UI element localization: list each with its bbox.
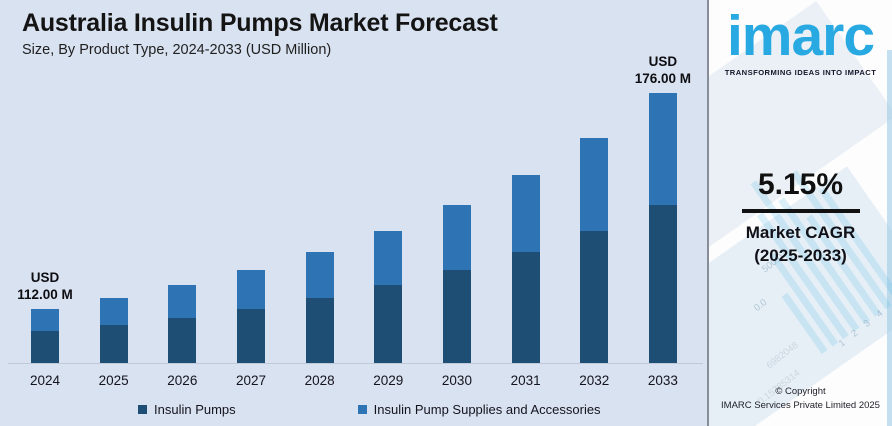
bar-2033: 2033 USD 176.00 M xyxy=(635,54,691,388)
segment-insulin-pumps-2026 xyxy=(168,318,197,363)
value-label-2033: USD 176.00 M xyxy=(634,53,692,87)
bar-2029: 2029 xyxy=(373,231,403,388)
legend-item-insulin-pumps: Insulin Pumps xyxy=(138,402,236,417)
segment-supplies-2029 xyxy=(374,231,403,285)
x-tick-2025: 2025 xyxy=(98,373,129,388)
x-tick-2026: 2026 xyxy=(167,373,198,388)
bar-2031: 2031 xyxy=(511,175,541,388)
x-tick-2024: 2024 xyxy=(29,373,61,388)
segment-supplies-2032 xyxy=(580,138,609,231)
bar-2025: 2025 xyxy=(99,298,129,388)
legend-swatch-supplies xyxy=(357,405,367,414)
imarc-logo-wordmark: imarc xyxy=(726,4,875,68)
legend-swatch-insulin-pumps xyxy=(138,405,147,414)
segment-supplies-2031 xyxy=(511,175,540,252)
bar-2027: 2027 xyxy=(236,270,266,388)
copyright-line2: IMARC Services Private Limited 2025 xyxy=(721,399,880,411)
segment-insulin-pumps-2030 xyxy=(442,270,471,363)
segment-insulin-pumps-2028 xyxy=(305,298,334,363)
x-tick-2028: 2028 xyxy=(304,373,335,388)
legend-label-insulin-pumps: Insulin Pumps xyxy=(154,402,236,417)
bar-2024: 2024 USD 112.00 M xyxy=(17,270,73,388)
cagr-label: Market CAGR (2025-2033) xyxy=(709,221,892,268)
bar-2026: 2026 xyxy=(167,285,197,388)
cagr-label-line2: (2025-2033) xyxy=(754,246,847,266)
legend-item-supplies: Insulin Pump Supplies and Accessories xyxy=(357,402,601,417)
segment-insulin-pumps-2027 xyxy=(236,309,265,363)
x-tick-2032: 2032 xyxy=(579,373,610,388)
cagr-label-line1: Market CAGR xyxy=(745,223,856,242)
imarc-logo-tagline: TRANSFORMING IDEAS INTO IMPACT xyxy=(724,68,877,77)
segment-supplies-2026 xyxy=(168,285,197,318)
segment-insulin-pumps-2031 xyxy=(511,252,540,363)
segment-insulin-pumps-2025 xyxy=(99,325,128,363)
cagr-block: 5.15% Market CAGR (2025-2033) xyxy=(709,168,892,268)
value-label-2024: USD 112.00 M xyxy=(17,269,73,303)
watermark-number: 6982048 xyxy=(764,339,801,372)
segment-insulin-pumps-2029 xyxy=(374,285,403,363)
page-title: Australia Insulin Pumps Market Forecast xyxy=(22,9,498,37)
bar-2028: 2028 xyxy=(305,252,335,388)
segment-supplies-2025 xyxy=(99,298,128,325)
imarc-logo: imarc TRANSFORMING IDEAS INTO IMPACT xyxy=(709,4,892,78)
segment-supplies-2027 xyxy=(236,270,265,309)
stacked-bar-chart: 2024 USD 112.00 M 2025 2026 2027 2028 2029 2030 2… xyxy=(8,54,703,388)
watermark-number: 0.0 xyxy=(752,297,770,314)
copyright-line1: © Copyright xyxy=(775,385,826,397)
legend-label-supplies: Insulin Pump Supplies and Accessories xyxy=(373,402,601,417)
bar-2032: 2032 xyxy=(579,138,609,388)
segment-insulin-pumps-2032 xyxy=(580,231,609,363)
sidebar: 500.0 0.0 1 2 3 4 6982048 0.15785314 ima… xyxy=(707,0,892,426)
segment-insulin-pumps-2033 xyxy=(648,205,677,363)
segment-supplies-2030 xyxy=(442,205,471,270)
cagr-value: 5.15% xyxy=(757,168,844,201)
x-tick-2029: 2029 xyxy=(373,373,404,388)
segment-supplies-2033 xyxy=(648,93,677,205)
segment-insulin-pumps-2024 xyxy=(31,331,59,363)
chart-panel: Australia Insulin Pumps Market Forecast … xyxy=(0,9,707,417)
segment-supplies-2028 xyxy=(305,252,334,298)
x-tick-2031: 2031 xyxy=(510,373,541,388)
x-tick-2030: 2030 xyxy=(441,373,472,388)
chart-legend: Insulin Pumps Insulin Pump Supplies and … xyxy=(0,402,707,417)
page-subtitle: Size, By Product Type, 2024-2033 (USD Mi… xyxy=(22,42,332,58)
bars-row: 2024 USD 112.00 M 2025 2026 2027 2028 2029 2030 2… xyxy=(17,54,691,388)
x-tick-2033: 2033 xyxy=(647,373,678,388)
watermark-number: 1 2 3 4 xyxy=(836,305,889,350)
cagr-divider xyxy=(741,209,860,213)
x-tick-2027: 2027 xyxy=(235,373,266,388)
copyright: © Copyright IMARC Services Private Limit… xyxy=(709,385,892,414)
bar-2030: 2030 xyxy=(442,205,472,388)
segment-supplies-2024 xyxy=(31,309,59,331)
